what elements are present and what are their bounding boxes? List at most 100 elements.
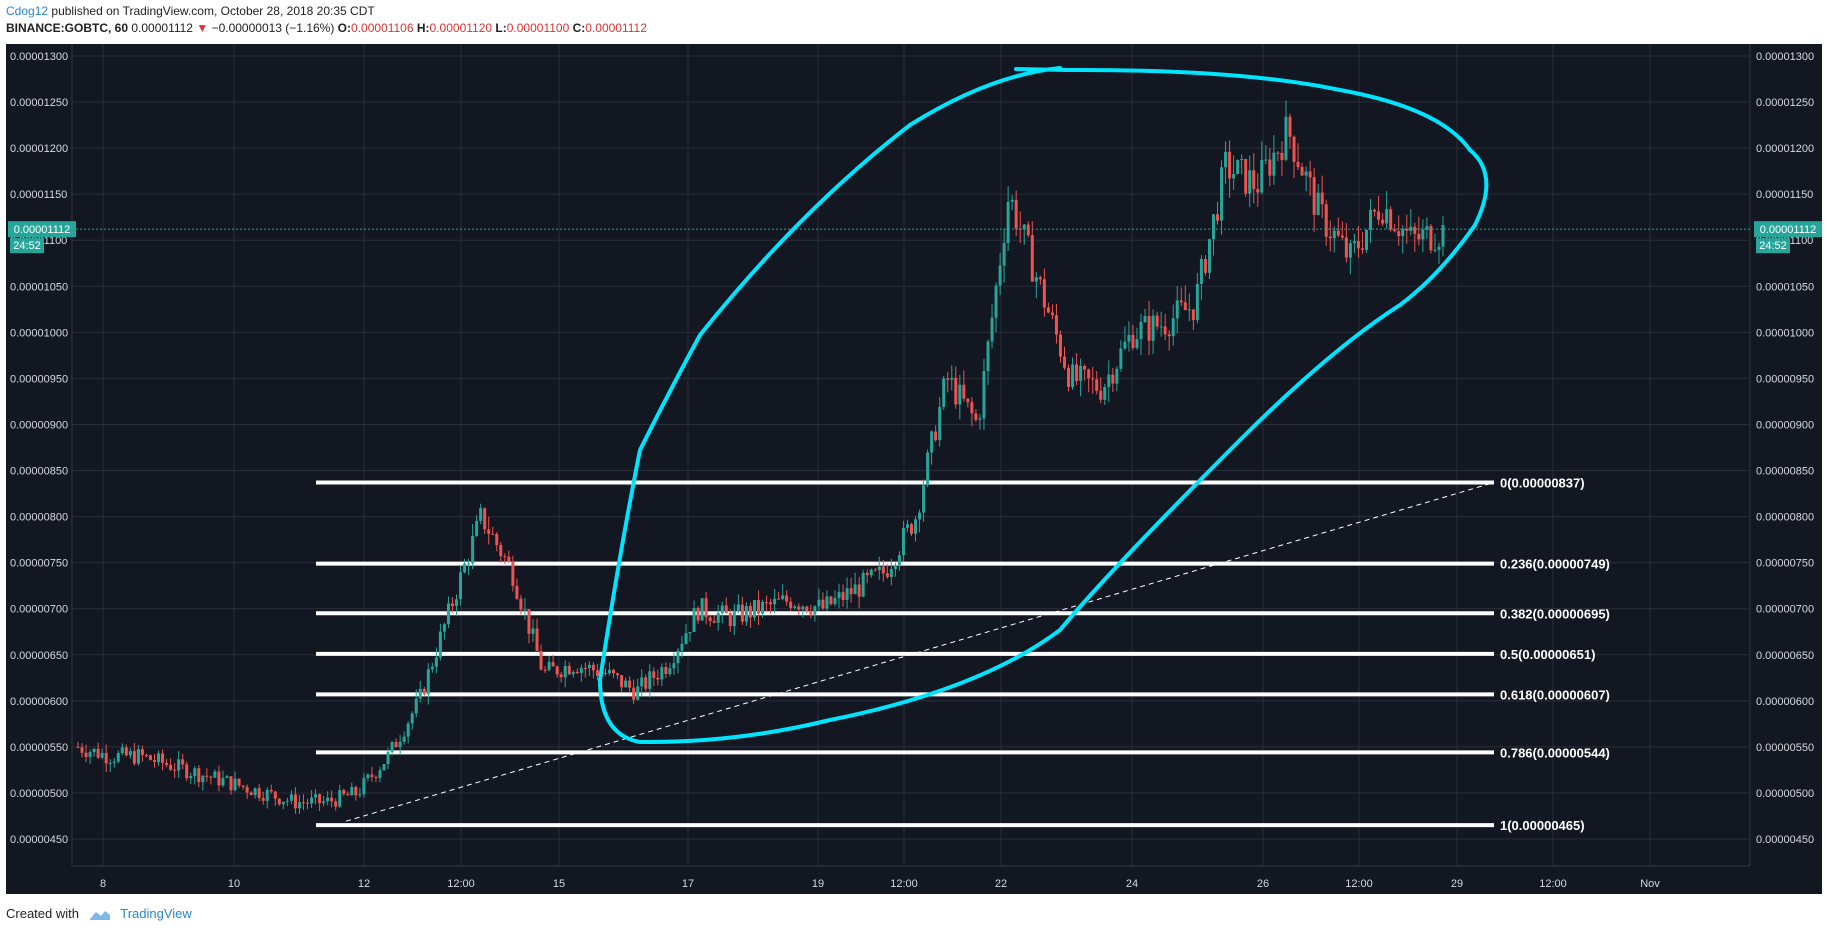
y-tick-label: 0.00000600: [10, 696, 68, 708]
candle-body: [612, 669, 616, 674]
candle-body: [414, 698, 418, 714]
created-with-text: Created with: [6, 906, 79, 921]
candle-body: [1087, 369, 1091, 379]
candle-body: [1256, 188, 1260, 193]
candle-body: [982, 371, 986, 419]
candle-body: [761, 602, 765, 614]
candle-body: [636, 686, 640, 700]
candle-body: [881, 566, 885, 574]
candle-body: [334, 801, 338, 807]
candle-body: [1409, 226, 1413, 231]
candle-body: [499, 545, 503, 557]
price-axis-right[interactable]: 0.00000450 0.00000500 0.00000550 0.00000600…: [1756, 51, 1814, 846]
candle-body: [1155, 315, 1159, 327]
candle-body: [338, 790, 342, 807]
candle-body: [362, 778, 366, 795]
candle-body: [1332, 230, 1336, 239]
candle-body: [539, 651, 543, 670]
candle-body: [495, 534, 499, 546]
x-tick-label: 17: [682, 878, 694, 890]
candle-body: [1348, 243, 1352, 258]
current-price-tag-right: [1754, 221, 1822, 238]
candle-body: [869, 569, 873, 576]
candle-body: [1429, 226, 1433, 251]
candle-body: [1135, 339, 1139, 348]
fib-level-label: 0.618(0.00000607): [1500, 687, 1610, 702]
candle-body: [668, 668, 672, 675]
candles: [76, 100, 1445, 814]
candle-body: [696, 608, 700, 621]
candle-body: [825, 596, 829, 609]
candle-body: [128, 751, 132, 756]
candle-body: [201, 775, 205, 783]
candle-body: [84, 752, 88, 757]
symbol-label: BINANCE:GOBTC, 60: [6, 21, 129, 35]
candle-body: [531, 628, 535, 634]
candle-body: [237, 778, 241, 786]
candle-body: [700, 598, 704, 621]
y-tick-label: 0.00000850: [10, 466, 68, 478]
candle-body: [1248, 170, 1252, 194]
candle-body: [406, 723, 410, 737]
candle-body: [624, 680, 628, 688]
candle-body: [620, 675, 624, 688]
x-tick-label: 12: [358, 878, 370, 890]
candle-body: [370, 774, 374, 777]
candle-body: [358, 794, 362, 796]
candle-body: [221, 777, 225, 786]
candle-body: [1091, 378, 1095, 380]
y-tick-label: 0.00001200: [1756, 143, 1814, 155]
candle-body: [1441, 225, 1445, 247]
candle-body: [1397, 231, 1401, 237]
candle-body: [148, 755, 152, 761]
current-price-text: 0.00001112: [1760, 224, 1816, 236]
y-tick-label: 0.00001200: [10, 143, 68, 155]
candle-body: [861, 572, 865, 597]
candle-body: [382, 764, 386, 771]
price-axis-left[interactable]: 0.00000450 0.00000500 0.00000550 0.00000600…: [10, 51, 68, 846]
candle-body: [374, 776, 378, 778]
time-axis[interactable]: 8 10 12 12:00 15 17 19 12:00 22 24 26 12:00 29 12:00 N…: [100, 878, 1660, 890]
candle-body: [656, 677, 660, 680]
candle-body: [366, 774, 370, 779]
x-tick-label: 12:00: [890, 878, 918, 890]
highlight-ellipse-drawing[interactable]: [598, 66, 1489, 744]
candle-body: [853, 584, 857, 595]
candle-body: [132, 751, 136, 764]
candle-body: [1433, 249, 1437, 251]
candle-body: [318, 794, 322, 804]
author-link[interactable]: Cdog12: [6, 4, 49, 18]
y-tick-label: 0.00001250: [10, 97, 68, 109]
candle-body: [169, 764, 173, 770]
candle-body: [229, 776, 233, 791]
footer: Created with TradingView: [6, 906, 192, 921]
countdown-tag-left: [10, 238, 44, 254]
candle-body: [865, 572, 869, 576]
candle-body: [265, 789, 269, 801]
candle-body: [426, 669, 430, 695]
candle-body: [684, 633, 688, 644]
candle-body: [704, 598, 708, 618]
candle-body: [205, 775, 209, 777]
y-tick-label: 0.00000550: [1756, 742, 1814, 754]
ohlc-legend: BINANCE:GOBTC, 60 0.00001112 ▼ −0.000000…: [6, 21, 647, 35]
candle-body: [1079, 366, 1083, 381]
y-tick-label: 0.00001250: [1756, 97, 1814, 109]
candle-body: [422, 688, 426, 695]
candle-body: [595, 670, 599, 676]
candle-body: [1437, 246, 1441, 250]
candle-body: [579, 667, 583, 674]
candle-body: [503, 556, 507, 558]
candle-body: [1405, 228, 1409, 231]
candle-body: [1417, 233, 1421, 240]
candle-body: [680, 643, 684, 651]
price-chart[interactable]: 0(0.00000837) 0.236(0.00000749) 0.382(0.00…: [0, 0, 1828, 900]
trend-line[interactable]: [345, 482, 1495, 822]
candle-body: [1236, 159, 1240, 175]
tradingview-link[interactable]: TradingView: [120, 906, 192, 921]
candle-body: [253, 788, 257, 796]
candle-body: [116, 753, 120, 762]
candle-body: [289, 794, 293, 801]
candle-body: [515, 585, 519, 599]
candle-body: [728, 613, 732, 627]
